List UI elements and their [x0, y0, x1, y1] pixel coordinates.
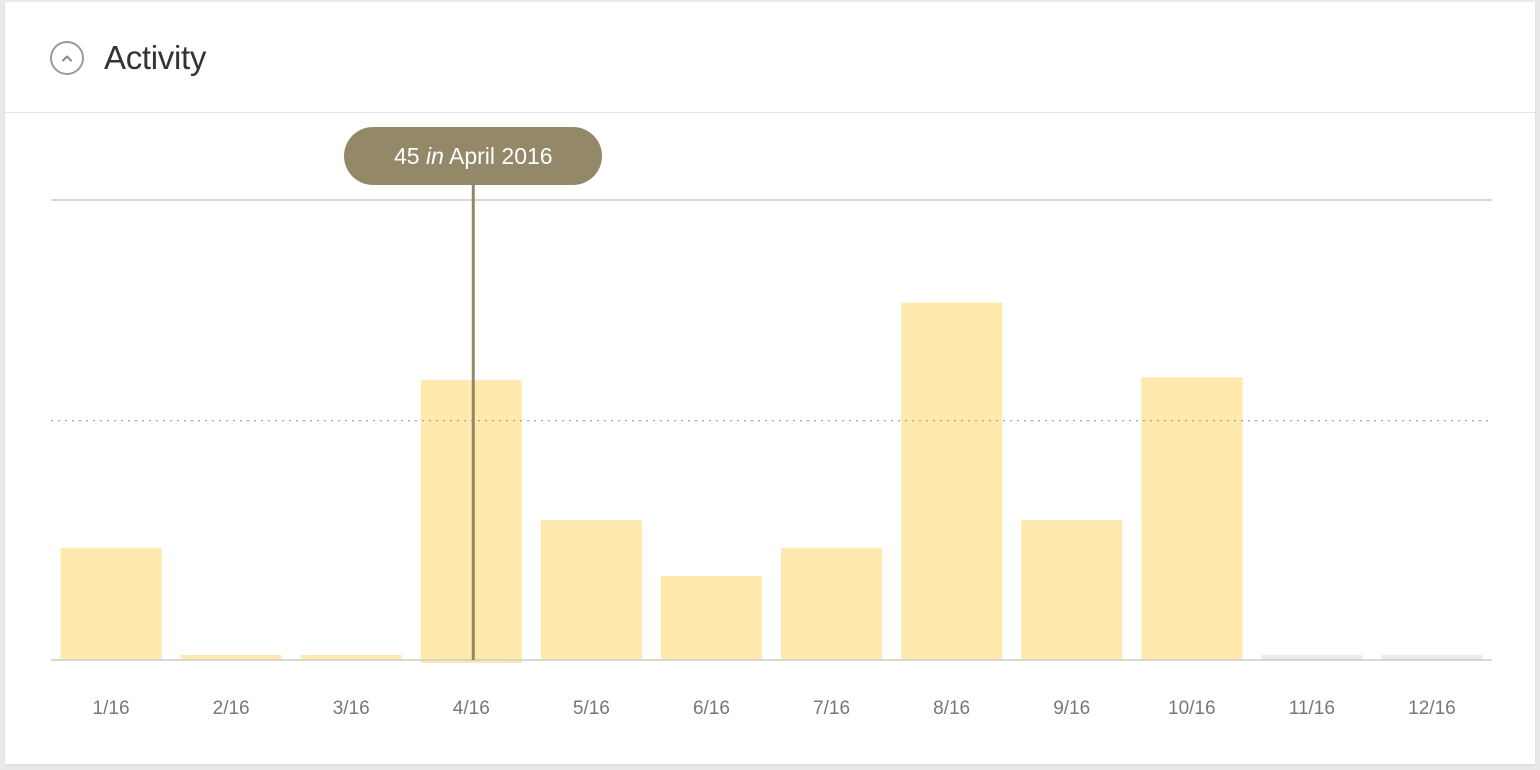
bar-9-16[interactable]: [1021, 520, 1123, 660]
x-tick-label: 2/16: [213, 698, 250, 719]
value-tooltip: 45 in April 2016: [344, 127, 603, 185]
bar-2-16[interactable]: [180, 655, 282, 660]
card-header: Activity: [5, 2, 1535, 113]
x-tick-label: 7/16: [813, 698, 850, 719]
bar-4-16[interactable]: [420, 380, 522, 663]
bar-5-16[interactable]: [540, 520, 642, 660]
tooltip-connector: in: [425, 143, 444, 169]
x-tick-label: 3/16: [333, 698, 370, 719]
x-tick-label: 6/16: [693, 698, 730, 719]
bar-12-16[interactable]: [1381, 655, 1483, 660]
x-tick-label: 10/16: [1168, 698, 1216, 719]
bar-1-16[interactable]: [60, 548, 162, 660]
x-tick-label: 8/16: [933, 698, 970, 719]
bar-10-16[interactable]: [1141, 377, 1243, 660]
x-tick-label: 11/16: [1289, 698, 1335, 719]
chevron-up-circle-icon[interactable]: [50, 41, 84, 75]
bar-6-16[interactable]: [660, 576, 762, 660]
x-tick-label: 4/16: [453, 698, 490, 719]
card-title: Activity: [104, 39, 207, 76]
activity-card: Activity 1/16 2/16 3/16 4/16 5/16 6/16 7/16 8/1…: [5, 2, 1535, 764]
bar-8-16[interactable]: [901, 302, 1003, 660]
tooltip-period: April 2016: [449, 143, 553, 169]
x-tick-label: 5/16: [573, 698, 610, 719]
bar-11-16[interactable]: [1261, 655, 1363, 660]
x-tick-label: 1/16: [93, 698, 130, 719]
labels-layer: 1/16 2/16 3/16 4/16 5/16 6/16 7/16 8/16 9/16 10/1…: [93, 698, 1456, 719]
x-tick-label: 9/16: [1053, 698, 1090, 719]
lines-layer: [51, 182, 1492, 661]
bar-7-16[interactable]: [781, 548, 883, 660]
activity-bar-chart: 1/16 2/16 3/16 4/16 5/16 6/16 7/16 8/16 9/16 10/1…: [51, 182, 1492, 719]
bars-layer: [60, 302, 1483, 663]
tooltip-value: 45: [393, 143, 420, 169]
x-tick-label: 12/16: [1408, 698, 1456, 719]
bar-3-16[interactable]: [300, 655, 402, 660]
